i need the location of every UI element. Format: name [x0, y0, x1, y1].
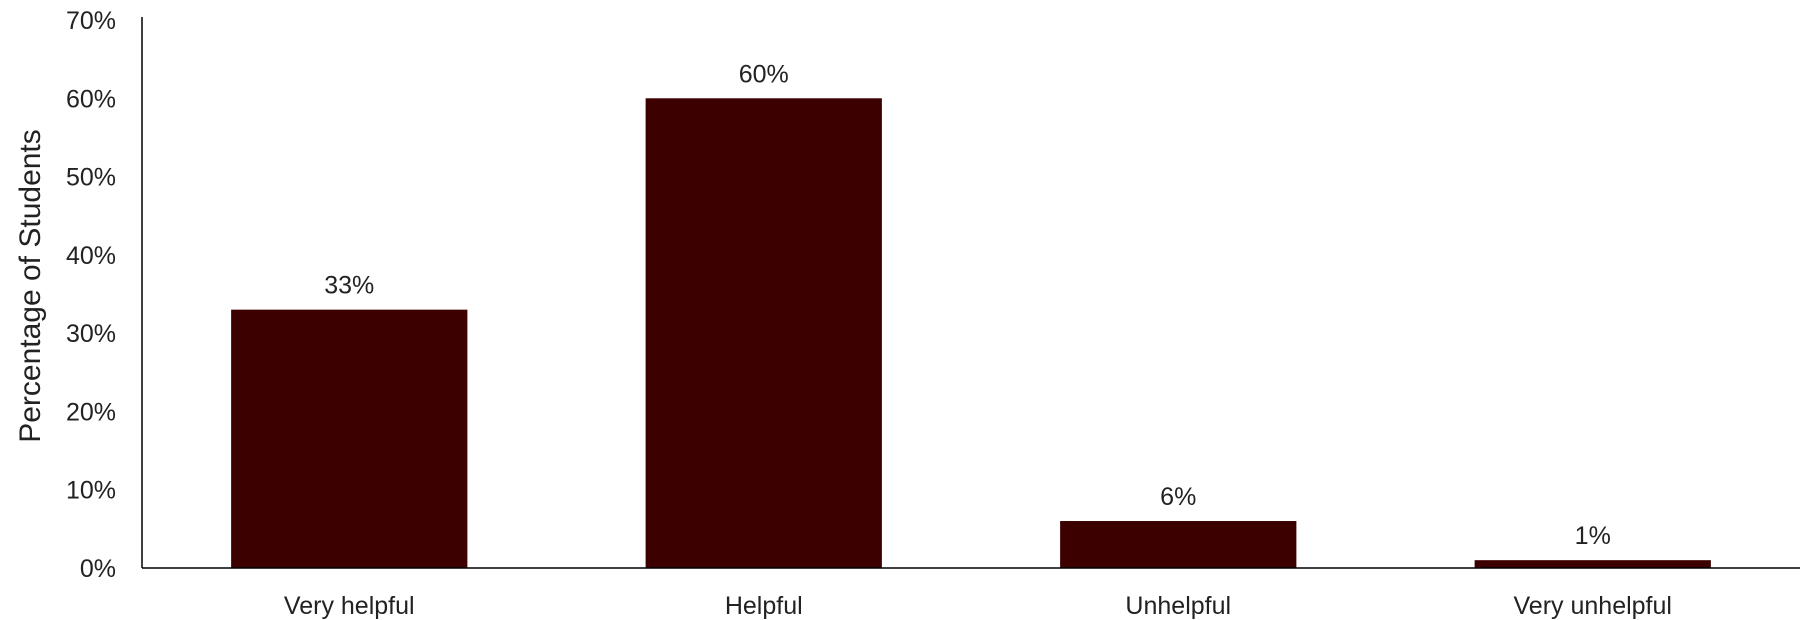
y-tick-label: 30% [66, 320, 116, 348]
bar-data-label: 6% [1160, 483, 1196, 511]
x-category-label: Unhelpful [1125, 592, 1231, 620]
x-axis-labels: Very helpful Helpful Unhelpful Very unhelpf… [284, 592, 1672, 620]
x-category-label: Very unhelpful [1514, 592, 1672, 620]
x-category-label: Very helpful [284, 592, 415, 620]
bar [645, 98, 882, 569]
bar [231, 309, 468, 568]
y-tick-label: 0% [80, 555, 116, 583]
x-category-label: Helpful [725, 592, 803, 620]
y-tick-label: 70% [66, 7, 116, 35]
bar [1474, 560, 1711, 568]
y-tick-label: 50% [66, 164, 116, 192]
bar-data-label: 60% [739, 60, 789, 88]
y-tick-label: 40% [66, 242, 116, 270]
y-tick-label: 60% [66, 85, 116, 113]
y-tick-label: 10% [66, 477, 116, 505]
bar [1060, 521, 1297, 568]
y-axis-ticks: 0% 10% 20% 30% 40% 50% 60% 70% [66, 7, 116, 583]
bar-data-label: 33% [324, 272, 374, 300]
bars-group [231, 98, 1711, 569]
bar-data-label: 1% [1575, 522, 1611, 550]
y-axis-title: Percentage of Students [14, 129, 47, 443]
data-labels-group: 33% 60% 6% 1% [324, 60, 1611, 550]
y-tick-label: 20% [66, 398, 116, 426]
